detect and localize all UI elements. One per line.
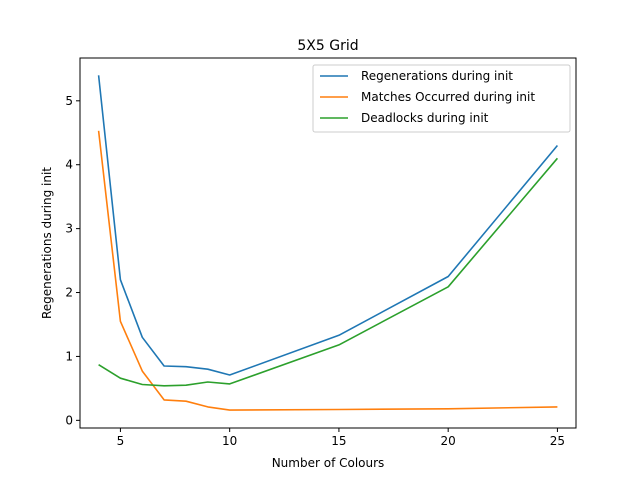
- legend: Regenerations during init Matches Occurre…: [312, 64, 571, 133]
- x-tick-label: 20: [441, 434, 456, 448]
- x-axis-ticks: 5 10 15 20 25: [117, 428, 565, 448]
- plot-frame: [79, 57, 577, 429]
- x-tick-label: 15: [331, 434, 346, 448]
- legend-label: Deadlocks during init: [361, 111, 489, 125]
- x-tick-label: 5: [117, 434, 125, 448]
- y-tick-label: 1: [65, 349, 73, 363]
- series-line-1: [97, 75, 559, 376]
- y-tick-label: 3: [65, 222, 73, 236]
- y-tick-label: 0: [65, 413, 73, 427]
- x-tick-label: 25: [550, 434, 565, 448]
- y-axis-ticks: 0 1 2 3 4 5: [65, 94, 80, 427]
- x-axis-label: Number of Colours: [272, 456, 385, 470]
- series-line-3: [98, 157, 559, 387]
- y-tick-label: 4: [65, 158, 73, 172]
- plot-area: [79, 57, 577, 429]
- y-tick-label: 5: [65, 94, 73, 108]
- legend-label: Matches Occurred during init: [361, 90, 535, 104]
- series-line-2: [97, 130, 558, 411]
- legend-box: [312, 64, 571, 133]
- series-layer: [97, 75, 559, 411]
- legend-label: Regenerations during init: [361, 69, 513, 83]
- chart-title: 5X5 Grid: [297, 38, 358, 54]
- y-axis-label: Regenerations during init: [40, 167, 54, 319]
- x-tick-label: 10: [222, 434, 237, 448]
- y-tick-label: 2: [65, 286, 73, 300]
